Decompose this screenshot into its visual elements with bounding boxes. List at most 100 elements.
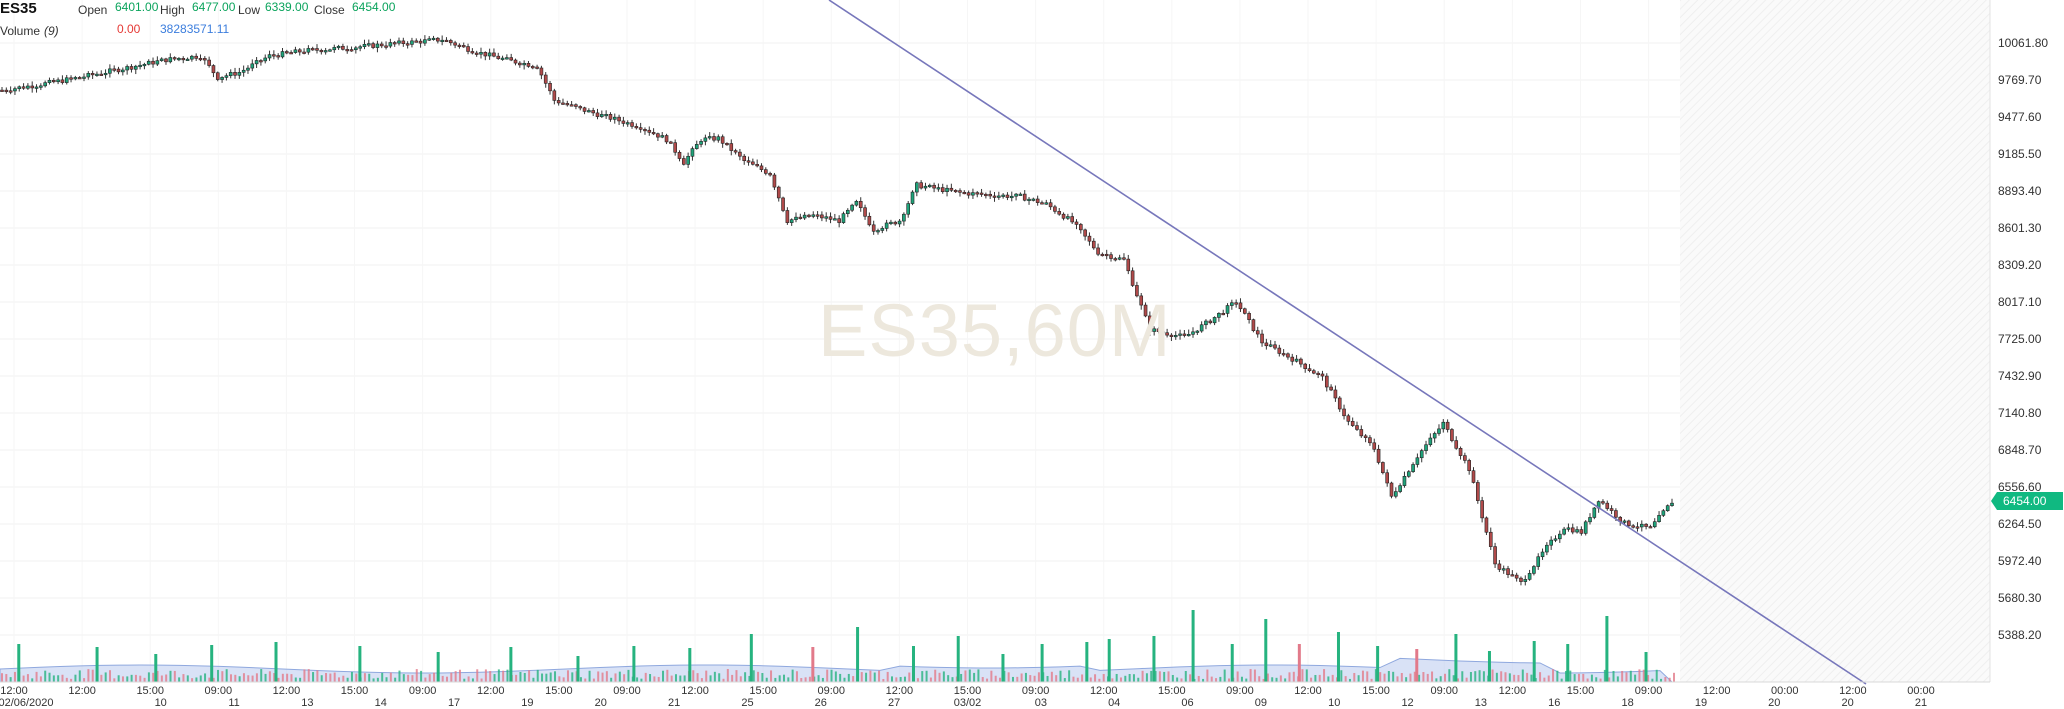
volume-bar (454, 671, 457, 682)
volume-bar (1387, 671, 1390, 682)
candle-body (1514, 574, 1519, 579)
volume-spike (1040, 644, 1044, 682)
volume-bar (770, 670, 773, 682)
volume-bar (1344, 676, 1347, 682)
candle-body (997, 195, 1001, 198)
candle-body (470, 51, 475, 54)
candle-body (651, 132, 656, 135)
volume-bar (381, 672, 384, 682)
candle-body (39, 85, 43, 88)
volume-bar (1245, 678, 1248, 682)
candle-body (1605, 502, 1610, 509)
volume-bar (1526, 672, 1529, 682)
close-value: 6454.00 (352, 0, 396, 14)
volume-bar (808, 676, 811, 682)
volume-bar (623, 674, 626, 682)
candle-body (552, 90, 557, 101)
volume-bar (394, 677, 397, 682)
candle-body (707, 136, 712, 139)
volume-bar (739, 676, 742, 682)
candle-body (392, 42, 397, 45)
candle-body (910, 191, 915, 204)
volume-bar (1305, 669, 1308, 682)
volume-bar (713, 671, 716, 682)
candle-body (621, 120, 626, 124)
candle-body (1592, 507, 1597, 518)
candle-body (1208, 320, 1213, 324)
volume-spike (17, 644, 21, 682)
volume-bar (186, 675, 189, 682)
candle-body (21, 86, 26, 89)
candle-body (1307, 368, 1312, 372)
volume-bar (389, 672, 392, 682)
volume-bar (1673, 672, 1675, 682)
y-tick-label: 5972.40 (1998, 554, 2042, 568)
candle-body (1670, 502, 1674, 506)
volume-bar (411, 675, 414, 682)
trend-line (828, 0, 1867, 685)
candle-body (1437, 428, 1441, 434)
y-tick-label: 9769.70 (1998, 73, 2042, 87)
x-time-label: 15:00 (136, 685, 164, 697)
candle-body (1476, 482, 1480, 501)
volume-bar (104, 672, 107, 682)
candle-body (789, 219, 794, 223)
volume-bar (191, 678, 194, 682)
candle-body (1527, 573, 1532, 580)
candle-body (1122, 257, 1126, 260)
low-label: Low (238, 3, 261, 17)
candle-body (1372, 442, 1377, 450)
candle-body (1087, 235, 1092, 242)
volume-bar (458, 669, 461, 682)
volume-bar (471, 678, 474, 682)
volume-bar (1474, 671, 1477, 682)
volume-bar (506, 669, 509, 682)
candle-body (254, 60, 259, 65)
x-time-label: 12:00 (0, 685, 28, 697)
candle-body (263, 57, 268, 62)
candle-body (1320, 373, 1325, 377)
volume-bar (1383, 673, 1386, 682)
volume-bar (78, 670, 81, 682)
candle-body (1251, 319, 1256, 331)
y-tick-label: 5680.30 (1998, 591, 2042, 605)
x-date-label: 14 (375, 697, 387, 709)
candle-body (1337, 397, 1342, 410)
candle-body (1394, 491, 1398, 497)
candle-body (116, 68, 121, 73)
candle-body (1156, 328, 1161, 332)
candle-body (785, 210, 790, 223)
time-axis: 12:00 12:00 15:00 09:00 12:00 15:00 09:00 12:00… (0, 685, 1935, 709)
candle-body (112, 68, 116, 71)
volume-bar (1323, 669, 1326, 682)
candle-body (1204, 320, 1208, 326)
candle-body (500, 57, 505, 60)
candle-body (1471, 470, 1476, 483)
candle-body (686, 155, 690, 165)
volume-bar (882, 678, 885, 682)
candle-body (936, 187, 941, 190)
candle-body (1359, 429, 1364, 437)
candle-body (794, 216, 798, 220)
volume-bar (1625, 672, 1628, 682)
volume-bar (977, 669, 980, 682)
volume-bar (1500, 671, 1503, 682)
candle-body (129, 66, 134, 70)
volume-bar (1409, 673, 1412, 682)
candle-body (1195, 330, 1200, 333)
volume-bar (1357, 675, 1360, 682)
volume-bar (666, 669, 669, 682)
candle-body (285, 51, 289, 54)
open-label: Open (78, 3, 108, 17)
volume-bar (973, 672, 976, 682)
volume-bar (13, 671, 16, 682)
volume-bar (1029, 675, 1032, 682)
candle-body (1009, 195, 1014, 199)
volume-bar (1215, 678, 1218, 682)
candle-body (164, 58, 168, 63)
price-axis: 5388.20 5680.30 5972.40 6264.50 6556.60 6848.… (0, 0, 2048, 683)
volume-spike (1566, 644, 1570, 682)
candle-body (837, 218, 841, 223)
volume-bar (1331, 674, 1334, 682)
